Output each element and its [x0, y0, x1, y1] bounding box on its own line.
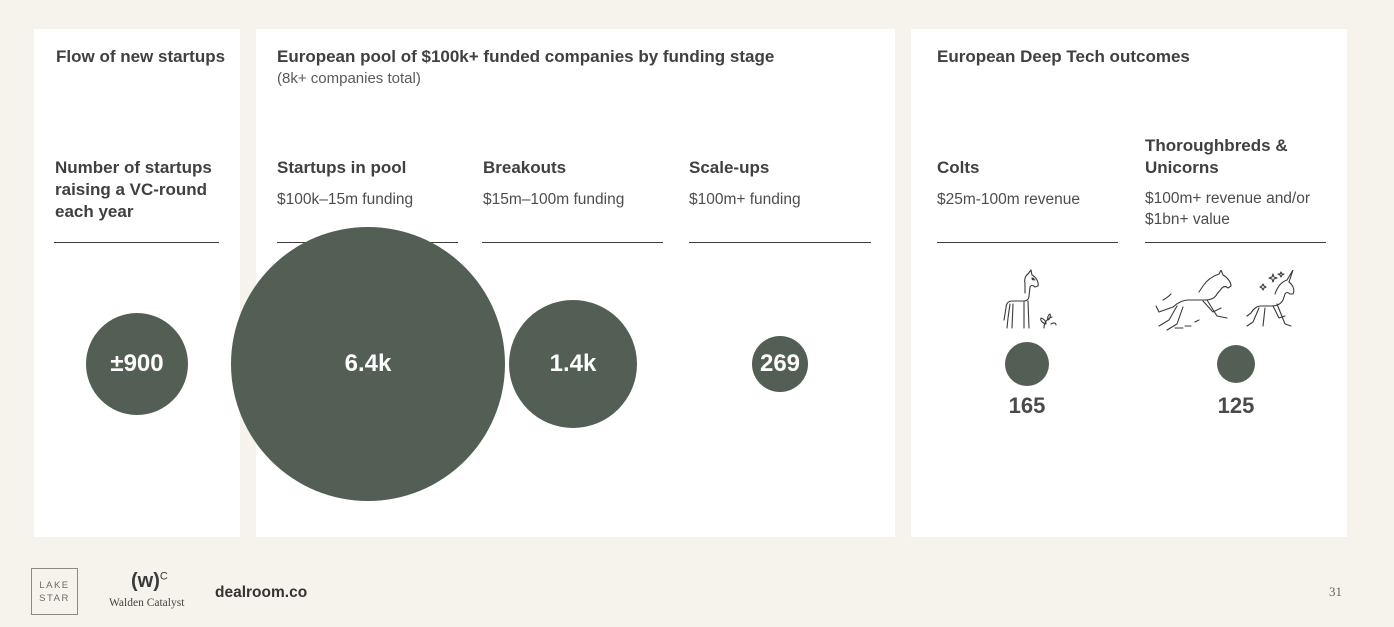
- running-horse-icon: [1155, 270, 1232, 331]
- bubble-startups-in-pool: 6.4k: [231, 227, 505, 501]
- page-number: 31: [1329, 584, 1342, 599]
- bubble-thoroughbreds-unicorns: [1216, 344, 1256, 384]
- pool-col-scaleups-heading: Scale-ups: [689, 158, 770, 177]
- bubble-colts: [1005, 342, 1049, 386]
- deeptech-col-colts-rule: [937, 242, 1118, 243]
- deeptech-col-thoroughbreds-rule: [1145, 242, 1326, 243]
- pool-col-startups-desc: $100k–15m funding: [277, 191, 414, 208]
- pool-panel-subtitle: (8k+ companies total): [277, 70, 421, 87]
- pool-col-breakouts-desc: $15m–100m funding: [483, 191, 625, 208]
- walden-catalyst-name: Walden Catalyst: [109, 597, 185, 609]
- pool-col-breakouts-rule: [482, 242, 663, 243]
- horse-foal-icon: [1003, 269, 1057, 329]
- deeptech-panel-title: European Deep Tech outcomes: [937, 47, 1190, 66]
- bubble-scaleups-label: 269: [759, 349, 801, 377]
- deeptech-col-thoroughbreds-heading: Thoroughbreds & Unicorns: [1145, 136, 1288, 177]
- dealroom-logo: dealroom.co: [215, 584, 308, 601]
- bubble-breakouts: 1.4k: [508, 299, 638, 429]
- lakestar-logo-line2: STAR: [39, 592, 70, 604]
- pool-col-scaleups-desc: $100m+ funding: [689, 191, 801, 208]
- pool-col-breakouts-heading: Breakouts: [483, 158, 567, 177]
- walden-mark-sup: C: [159, 570, 168, 583]
- flow-column-rule: [54, 242, 219, 243]
- lakestar-logo: LAKE STAR: [31, 568, 78, 615]
- flow-column-heading: Number of startups raising a VC-round ea…: [55, 158, 212, 221]
- deeptech-col-colts-heading: Colts: [937, 158, 980, 177]
- flow-panel-title: Flow of new startups: [56, 47, 226, 66]
- walden-mark-text: (w): [131, 570, 160, 592]
- bubble-flow: ±900: [85, 312, 189, 416]
- pool-panel-title: European pool of $100k+ funded companies…: [277, 47, 775, 66]
- bubble-flow-label: ±900: [110, 350, 164, 377]
- bubble-breakouts-label: 1.4k: [549, 349, 597, 377]
- walden-catalyst-mark: (w)C: [131, 570, 168, 593]
- colts-value-label: 165: [1008, 393, 1046, 418]
- deeptech-panel: European Deep Tech outcomes Colts $25m-1…: [911, 29, 1347, 537]
- pool-col-startups-heading: Startups in pool: [277, 158, 407, 177]
- deeptech-col-thoroughbreds-desc: $100m+ revenue and/or $1bn+ value: [1145, 190, 1311, 228]
- deeptech-col-colts-desc: $25m-100m revenue: [937, 191, 1081, 208]
- bubble-scaleups: 269: [751, 335, 809, 393]
- flow-panel: Flow of new startups Number of startups …: [34, 29, 240, 537]
- thoroughbreds-value-label: 125: [1217, 393, 1255, 418]
- lakestar-logo-line1: LAKE: [39, 579, 70, 591]
- bubble-startups-label: 6.4k: [344, 350, 392, 377]
- pool-col-scaleups-rule: [689, 242, 871, 243]
- unicorn-icon: [1246, 270, 1295, 327]
